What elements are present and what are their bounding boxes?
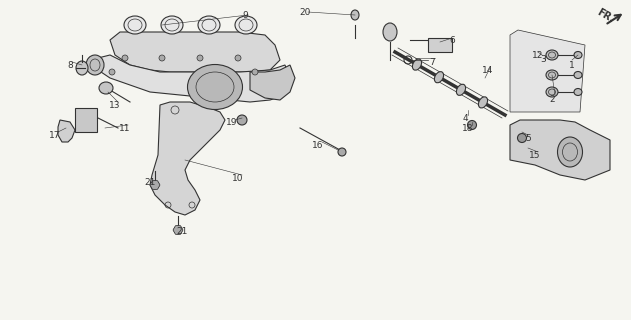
- Bar: [75, 108, 97, 132]
- Ellipse shape: [383, 23, 397, 41]
- Ellipse shape: [574, 52, 582, 59]
- Ellipse shape: [252, 69, 258, 75]
- Ellipse shape: [99, 82, 113, 94]
- Polygon shape: [173, 226, 183, 234]
- Text: 15: 15: [529, 150, 541, 159]
- Text: 13: 13: [109, 100, 121, 109]
- Ellipse shape: [351, 10, 359, 20]
- Polygon shape: [110, 32, 280, 72]
- Ellipse shape: [546, 70, 558, 80]
- Ellipse shape: [558, 137, 582, 167]
- Ellipse shape: [468, 121, 476, 130]
- Ellipse shape: [478, 97, 488, 108]
- Ellipse shape: [235, 55, 241, 61]
- Text: FR.: FR.: [595, 7, 616, 25]
- Ellipse shape: [174, 226, 182, 234]
- Text: 16: 16: [312, 140, 324, 149]
- Ellipse shape: [76, 61, 88, 75]
- Ellipse shape: [338, 148, 346, 156]
- Ellipse shape: [235, 16, 257, 34]
- Polygon shape: [150, 102, 225, 215]
- Ellipse shape: [237, 115, 247, 125]
- Ellipse shape: [161, 16, 183, 34]
- Ellipse shape: [122, 55, 128, 61]
- Ellipse shape: [546, 50, 558, 60]
- Ellipse shape: [517, 133, 526, 142]
- Text: 9: 9: [242, 11, 248, 20]
- Text: 7: 7: [429, 58, 435, 67]
- Ellipse shape: [187, 65, 242, 109]
- Ellipse shape: [546, 87, 558, 97]
- Ellipse shape: [413, 59, 422, 70]
- Text: 6: 6: [449, 36, 455, 44]
- Ellipse shape: [574, 71, 582, 78]
- Text: 10: 10: [232, 173, 244, 182]
- Text: 11: 11: [119, 124, 131, 132]
- Text: 1: 1: [569, 60, 575, 69]
- Text: 3: 3: [540, 55, 546, 65]
- Polygon shape: [150, 181, 160, 189]
- Ellipse shape: [198, 16, 220, 34]
- Text: 4: 4: [462, 114, 468, 123]
- Text: 12: 12: [533, 51, 544, 60]
- Text: 8: 8: [67, 60, 73, 69]
- Text: 21: 21: [144, 178, 156, 187]
- Ellipse shape: [456, 84, 466, 95]
- Text: 19: 19: [227, 117, 238, 126]
- Polygon shape: [58, 120, 75, 142]
- Text: 21: 21: [176, 228, 187, 236]
- Polygon shape: [90, 55, 290, 102]
- Ellipse shape: [574, 89, 582, 95]
- Polygon shape: [510, 120, 610, 180]
- Text: 17: 17: [49, 131, 61, 140]
- Text: 20: 20: [299, 7, 310, 17]
- Bar: [428, 38, 452, 52]
- Text: 2: 2: [549, 95, 555, 105]
- Ellipse shape: [109, 69, 115, 75]
- Ellipse shape: [434, 72, 444, 83]
- Ellipse shape: [159, 55, 165, 61]
- Polygon shape: [250, 65, 295, 100]
- Ellipse shape: [197, 55, 203, 61]
- Ellipse shape: [124, 16, 146, 34]
- Text: 18: 18: [463, 124, 474, 132]
- Text: 14: 14: [482, 66, 493, 75]
- Polygon shape: [510, 30, 585, 112]
- Text: 5: 5: [525, 133, 531, 142]
- Ellipse shape: [151, 181, 159, 189]
- Ellipse shape: [86, 55, 104, 75]
